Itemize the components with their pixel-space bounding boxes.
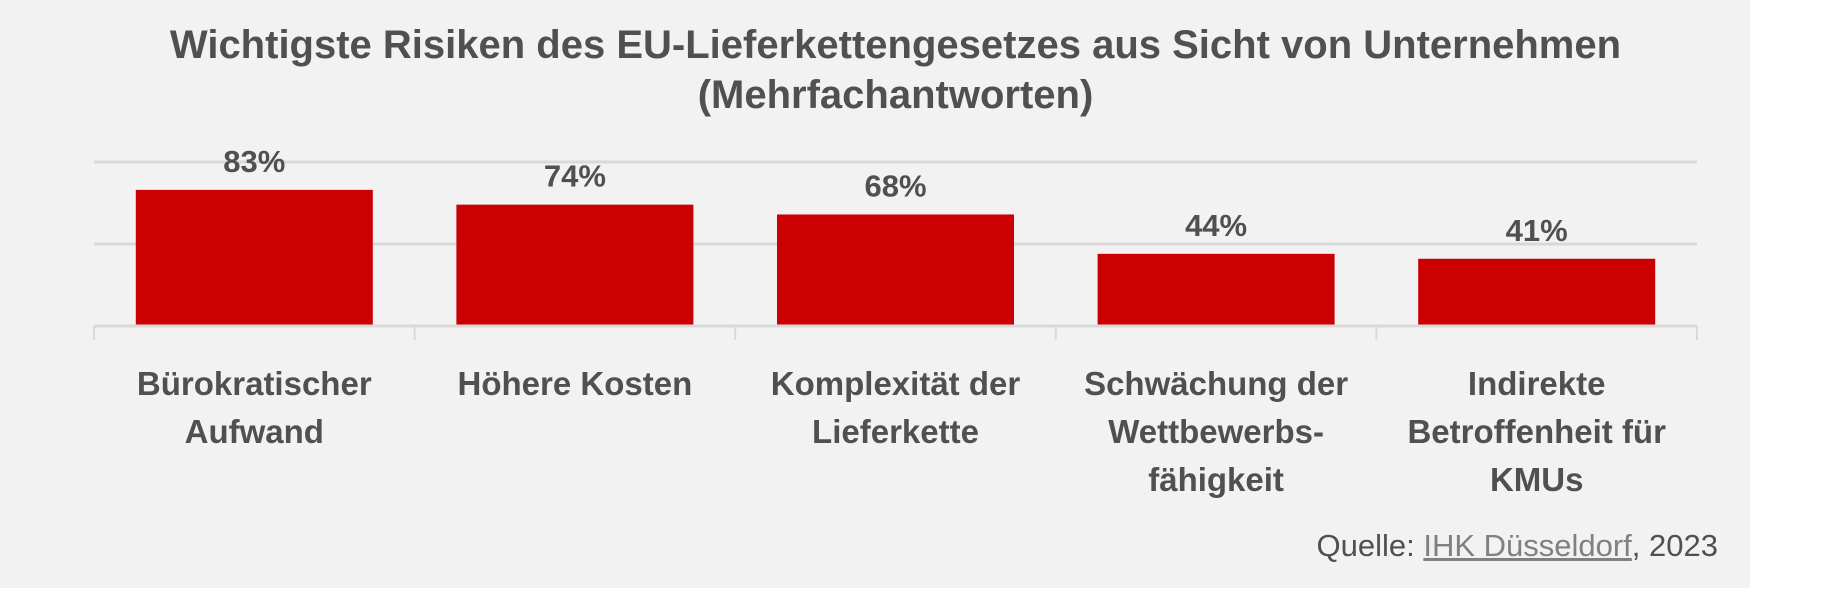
category-label: Lieferkette <box>812 413 979 450</box>
data-label: 74% <box>544 159 606 194</box>
category-label: Bürokratischer <box>137 365 372 402</box>
category-label: fähigkeit <box>1148 461 1284 498</box>
category-label: Komplexität der <box>771 365 1021 402</box>
data-label: 41% <box>1506 213 1568 248</box>
data-label: 83% <box>223 144 285 179</box>
data-label: 44% <box>1185 208 1247 243</box>
category-label: Betroffenheit für <box>1407 413 1666 450</box>
bar <box>456 204 694 326</box>
chart-title: Wichtigste Risiken des EU-Lieferkettenge… <box>169 23 1622 117</box>
bar <box>777 214 1014 326</box>
source-link[interactable]: IHK Düsseldorf <box>1423 528 1632 563</box>
bar <box>1097 253 1335 326</box>
bar <box>135 189 373 326</box>
category-label: Indirekte <box>1468 365 1606 402</box>
category-label: Schwächung der <box>1084 365 1348 402</box>
source-suffix: , 2023 <box>1631 528 1718 563</box>
category-label: Wettbewerbs- <box>1108 413 1324 450</box>
bar <box>1418 258 1656 326</box>
category-label: Höhere Kosten <box>458 365 693 402</box>
source-note: Quelle: IHK Düsseldorf, 2023 <box>1316 528 1718 564</box>
category-label: KMUs <box>1490 461 1584 498</box>
category-label: Aufwand <box>185 413 324 450</box>
data-label: 68% <box>864 168 926 203</box>
source-prefix: Quelle: <box>1316 528 1424 563</box>
